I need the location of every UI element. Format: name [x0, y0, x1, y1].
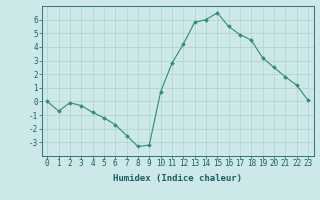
X-axis label: Humidex (Indice chaleur): Humidex (Indice chaleur): [113, 174, 242, 183]
